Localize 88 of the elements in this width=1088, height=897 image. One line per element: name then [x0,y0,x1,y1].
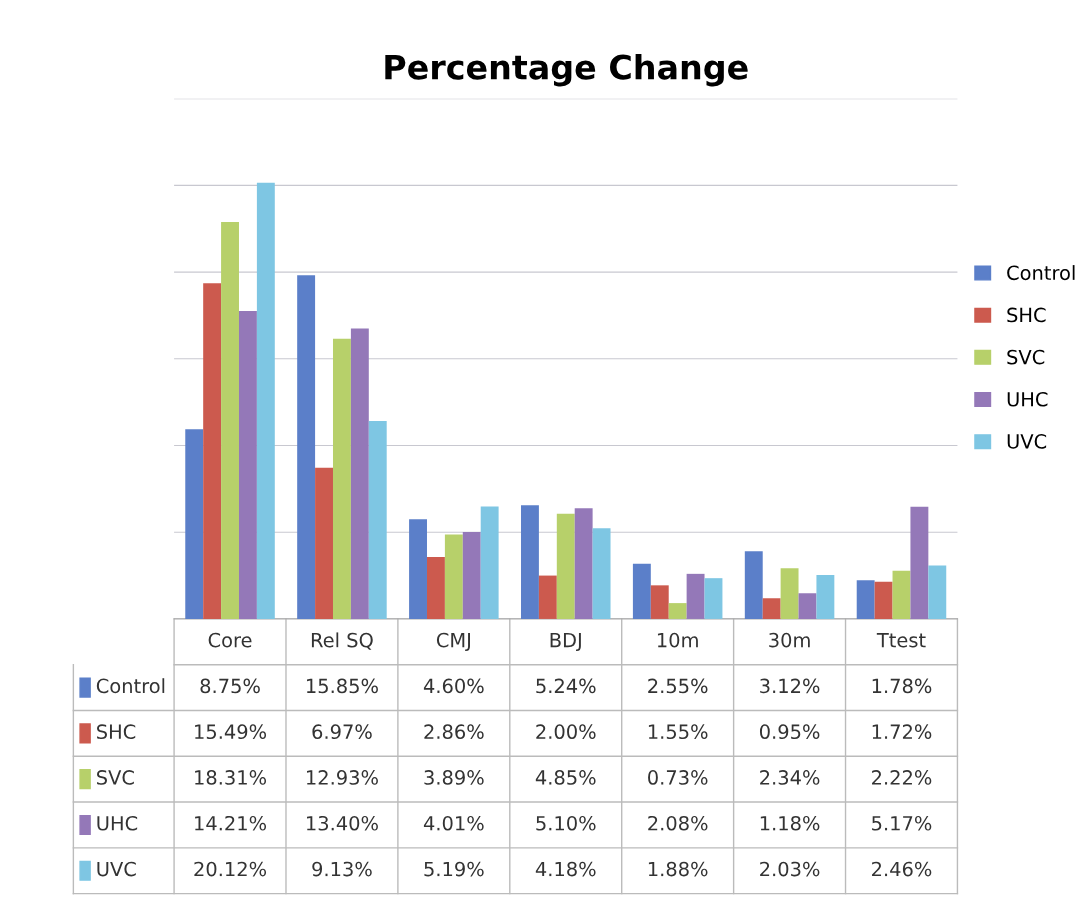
x-tick-label: CMJ [436,632,470,652]
bar [686,573,705,619]
legend-label: SVC [1007,349,1045,365]
chart-title: Percentage Change [385,53,748,87]
data-label: 1.78% [872,678,932,694]
data-label: 5.24% [536,678,596,694]
bar [203,283,222,619]
text: UHC [97,815,138,831]
data-label: 4.01% [423,815,484,831]
bar [744,551,763,619]
bar [521,505,539,619]
data-label: 9.13% [312,861,372,877]
bar [668,603,687,619]
data-label: 1.72% [872,724,932,740]
data-label: 2.34% [760,770,820,785]
bar [592,528,611,619]
data-label: 4.85% [535,770,596,785]
x-tick-label: 10m [657,632,698,648]
bar [297,275,316,619]
bar [650,585,669,619]
text: Control [1007,265,1075,281]
data-label: 6.97% [312,724,372,740]
bar [892,570,911,619]
bar [444,534,463,619]
legend-label: UVC [1007,434,1047,449]
data-label: 1.88% [648,861,708,877]
legend-label: UHC [1007,391,1048,407]
x-tick-label: BDJ [550,633,581,652]
data-label: 2.22% [872,770,932,785]
x-tick-label: 30m [769,632,810,648]
bar [221,222,239,619]
x-tick-label: Core [208,632,252,648]
data-label: 2.46% [872,861,932,877]
bar [816,574,835,619]
bar [409,519,427,619]
bar [574,508,593,619]
data-label: 5.17% [872,815,932,831]
data-label: 1.55% [648,724,708,740]
bar [256,182,275,619]
data-label: 3.89% [424,770,484,785]
data-label: 13.40% [307,815,378,831]
bar [315,467,333,619]
data-label: 2.00% [536,724,596,740]
legend-label: SHC [1007,307,1046,323]
text: UVC [97,861,136,877]
bar [426,556,445,619]
data-label: 12.93% [307,770,378,785]
text: SHC [97,724,136,740]
bar [350,328,369,619]
bar [632,563,651,619]
data-label: 8.75% [200,678,260,694]
bar [910,506,929,619]
bar [480,506,499,619]
data-label: 5.10% [536,815,596,831]
bar [332,338,351,619]
x-tick-label: Ttest [876,633,926,648]
data-label: 14.21% [195,815,267,831]
data-label: 4.18% [535,861,596,877]
data-label: 2.08% [648,815,708,831]
data-label: 15.49% [195,724,267,740]
bar [368,421,387,619]
data-label: 2.03% [760,861,820,877]
bar [798,593,817,619]
bar [462,532,481,619]
bar [538,575,557,619]
data-label: 2.86% [424,724,484,740]
legend-label: Control [96,678,165,694]
bar [704,578,723,619]
bar [928,565,947,619]
data-label: 0.95% [759,724,820,740]
bar [874,581,893,619]
bar [185,429,204,619]
text: SVC [97,770,134,785]
bar [556,513,575,619]
data-label: 3.12% [760,678,820,694]
data-label: 1.18% [760,815,820,831]
data-label: 5.19% [424,861,484,877]
bar [238,310,257,619]
data-label: 15.85% [307,678,378,694]
x-tick-label: Rel SQ [311,632,373,650]
data-label: 2.55% [648,678,708,694]
data-label: 18.31% [195,770,267,785]
data-label: 0.73% [648,770,708,785]
bar [762,598,781,619]
data-label: 20.12% [194,861,267,877]
bar [780,568,799,619]
bar [856,580,875,619]
data-label: 4.60% [423,678,484,694]
